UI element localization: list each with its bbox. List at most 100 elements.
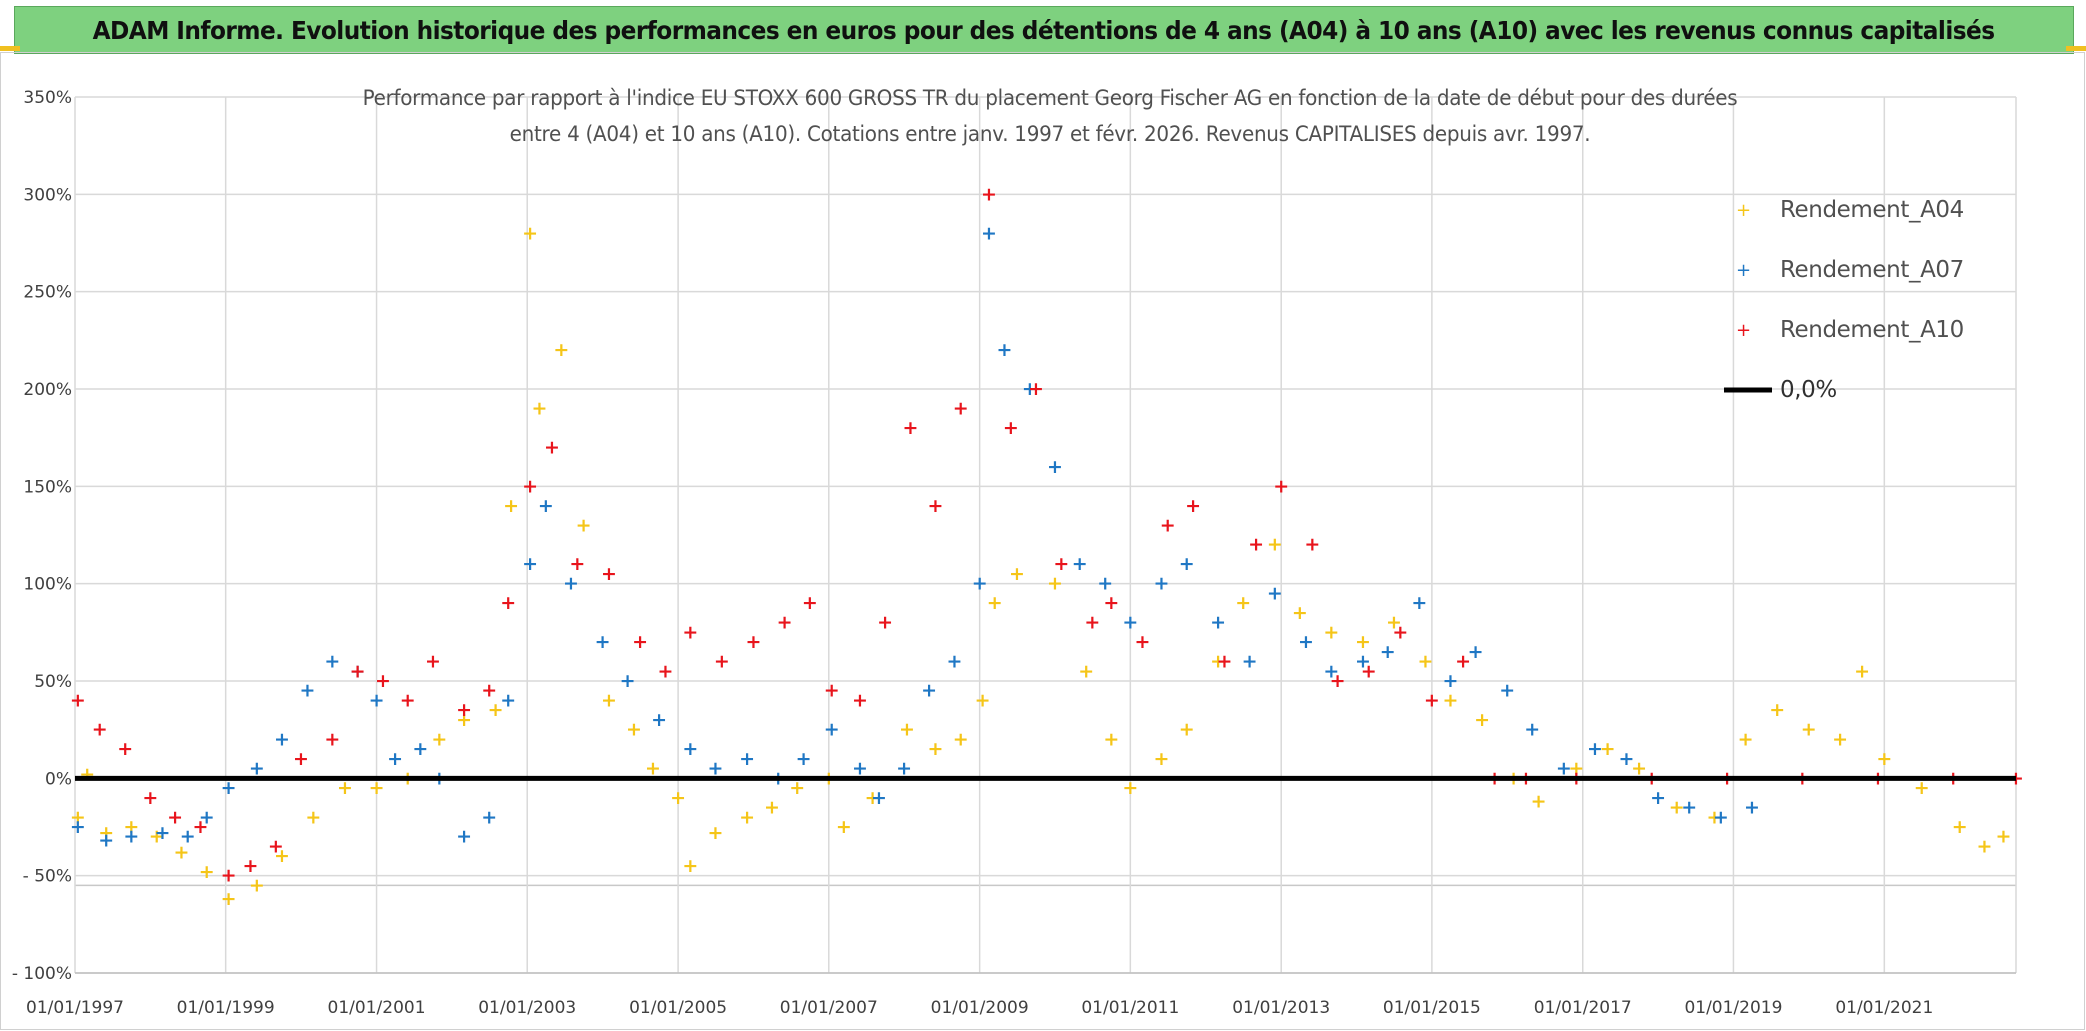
svg-text:+: + — [1736, 200, 1751, 221]
data-point: + — [896, 758, 912, 780]
data-point: + — [1713, 806, 1729, 828]
data-point: + — [877, 612, 893, 634]
legend-item-a07: + Rendement_A07 — [1722, 240, 2022, 300]
data-point: + — [1248, 534, 1264, 556]
legend-label-a10: Rendement_A10 — [1780, 317, 1964, 343]
data-point: + — [1914, 777, 1930, 799]
x-tick-label: 01/01/2021 — [1835, 998, 1933, 1018]
data-point: + — [199, 806, 215, 828]
data-point: + — [1600, 738, 1616, 760]
data-point: + — [996, 339, 1012, 361]
data-point: + — [155, 822, 171, 844]
x-tick-label: 01/01/2011 — [1081, 998, 1179, 1018]
data-point: + — [569, 553, 585, 575]
chart-legend: + Rendement_A04 + Rendement_A07 + Rendem… — [1722, 180, 2022, 420]
data-point: + — [1531, 791, 1547, 813]
y-tick-label: 350% — [23, 88, 72, 108]
data-points: +++ + ++++++++ +++ +++++++++++++ ++++++ ++++ ++… — [70, 183, 2024, 910]
data-point: + — [1669, 797, 1685, 819]
data-point: + — [1028, 378, 1044, 400]
data-point: + — [1323, 621, 1339, 643]
data-point: + — [1078, 660, 1094, 682]
data-point: + — [899, 719, 915, 741]
data-point: + — [180, 826, 196, 848]
data-point: + — [1122, 612, 1138, 634]
data-point: + — [1801, 719, 1817, 741]
data-point: + — [1706, 806, 1722, 828]
data-point: + — [123, 816, 139, 838]
data-point: + — [745, 631, 761, 653]
data-point: + — [1160, 514, 1176, 536]
data-point: + — [981, 222, 997, 244]
legend-item-a10: + Rendement_A10 — [1722, 300, 2022, 360]
data-point: + — [852, 689, 868, 711]
data-point: + — [1468, 641, 1484, 663]
data-point: + — [142, 787, 158, 809]
data-point: + — [836, 816, 852, 838]
data-point: + — [1047, 573, 1063, 595]
y-axis-tick-labels: 350% 300% 250% 200% 150% 100% 50% 0% - 50% - 100% — [12, 88, 72, 984]
data-point: + — [903, 417, 919, 439]
data-point: + — [70, 806, 86, 828]
data-point: + — [1185, 495, 1201, 517]
data-point: + — [1072, 553, 1088, 575]
data-point: + — [1442, 689, 1458, 711]
data-point: + — [98, 822, 114, 844]
data-point: + — [1424, 689, 1440, 711]
data-point: + — [387, 748, 403, 770]
data-point: + — [293, 748, 309, 770]
data-point: + — [1418, 651, 1434, 673]
data-point: + — [488, 699, 504, 721]
data-point: + — [375, 670, 391, 692]
data-point: + — [1103, 592, 1119, 614]
legend-label-a07: Rendement_A07 — [1780, 257, 1964, 283]
data-point: + — [682, 855, 698, 877]
data-point: + — [274, 728, 290, 750]
data-point: + — [739, 748, 755, 770]
legend-swatch-a04: + — [1722, 198, 1780, 222]
data-point: + — [1210, 651, 1226, 673]
x-tick-label: 01/01/2009 — [931, 998, 1029, 1018]
data-point: + — [98, 830, 114, 852]
data-point: + — [337, 777, 353, 799]
data-point: + — [174, 841, 190, 863]
data-point: + — [563, 573, 579, 595]
data-point: + — [802, 592, 818, 614]
data-point: + — [1455, 651, 1471, 673]
data-point: + — [953, 397, 969, 419]
grid-lines — [74, 96, 2017, 974]
data-point: + — [928, 495, 944, 517]
data-point: + — [601, 689, 617, 711]
data-point: + — [972, 573, 988, 595]
data-point: + — [1568, 758, 1584, 780]
data-point: + — [522, 222, 538, 244]
report-banner: ADAM Informe. Evolution historique des p… — [14, 6, 2074, 54]
data-point: + — [1631, 758, 1647, 780]
banner-accent-left — [0, 46, 20, 51]
data-point: + — [123, 826, 139, 848]
data-point: + — [242, 855, 258, 877]
data-point: + — [632, 631, 648, 653]
data-point: + — [500, 689, 516, 711]
data-point: + — [70, 816, 86, 838]
x-tick-label: 01/01/2007 — [780, 998, 878, 1018]
data-point: + — [1179, 553, 1195, 575]
data-point: + — [1084, 612, 1100, 634]
data-point: + — [714, 651, 730, 673]
data-point: + — [1681, 797, 1697, 819]
data-point: + — [1355, 631, 1371, 653]
y-tick-label: - 100% — [12, 964, 72, 984]
data-point: + — [1097, 573, 1113, 595]
data-point: + — [595, 631, 611, 653]
data-point: + — [1298, 631, 1314, 653]
data-point: + — [682, 621, 698, 643]
data-point: + — [1361, 660, 1377, 682]
data-point: + — [1122, 777, 1138, 799]
data-point: + — [1330, 670, 1346, 692]
data-point: + — [796, 748, 812, 770]
data-point: + — [739, 806, 755, 828]
data-point: + — [1380, 641, 1396, 663]
data-point: + — [522, 553, 538, 575]
data-point: + — [658, 660, 674, 682]
x-tick-label: 01/01/2013 — [1232, 998, 1330, 1018]
